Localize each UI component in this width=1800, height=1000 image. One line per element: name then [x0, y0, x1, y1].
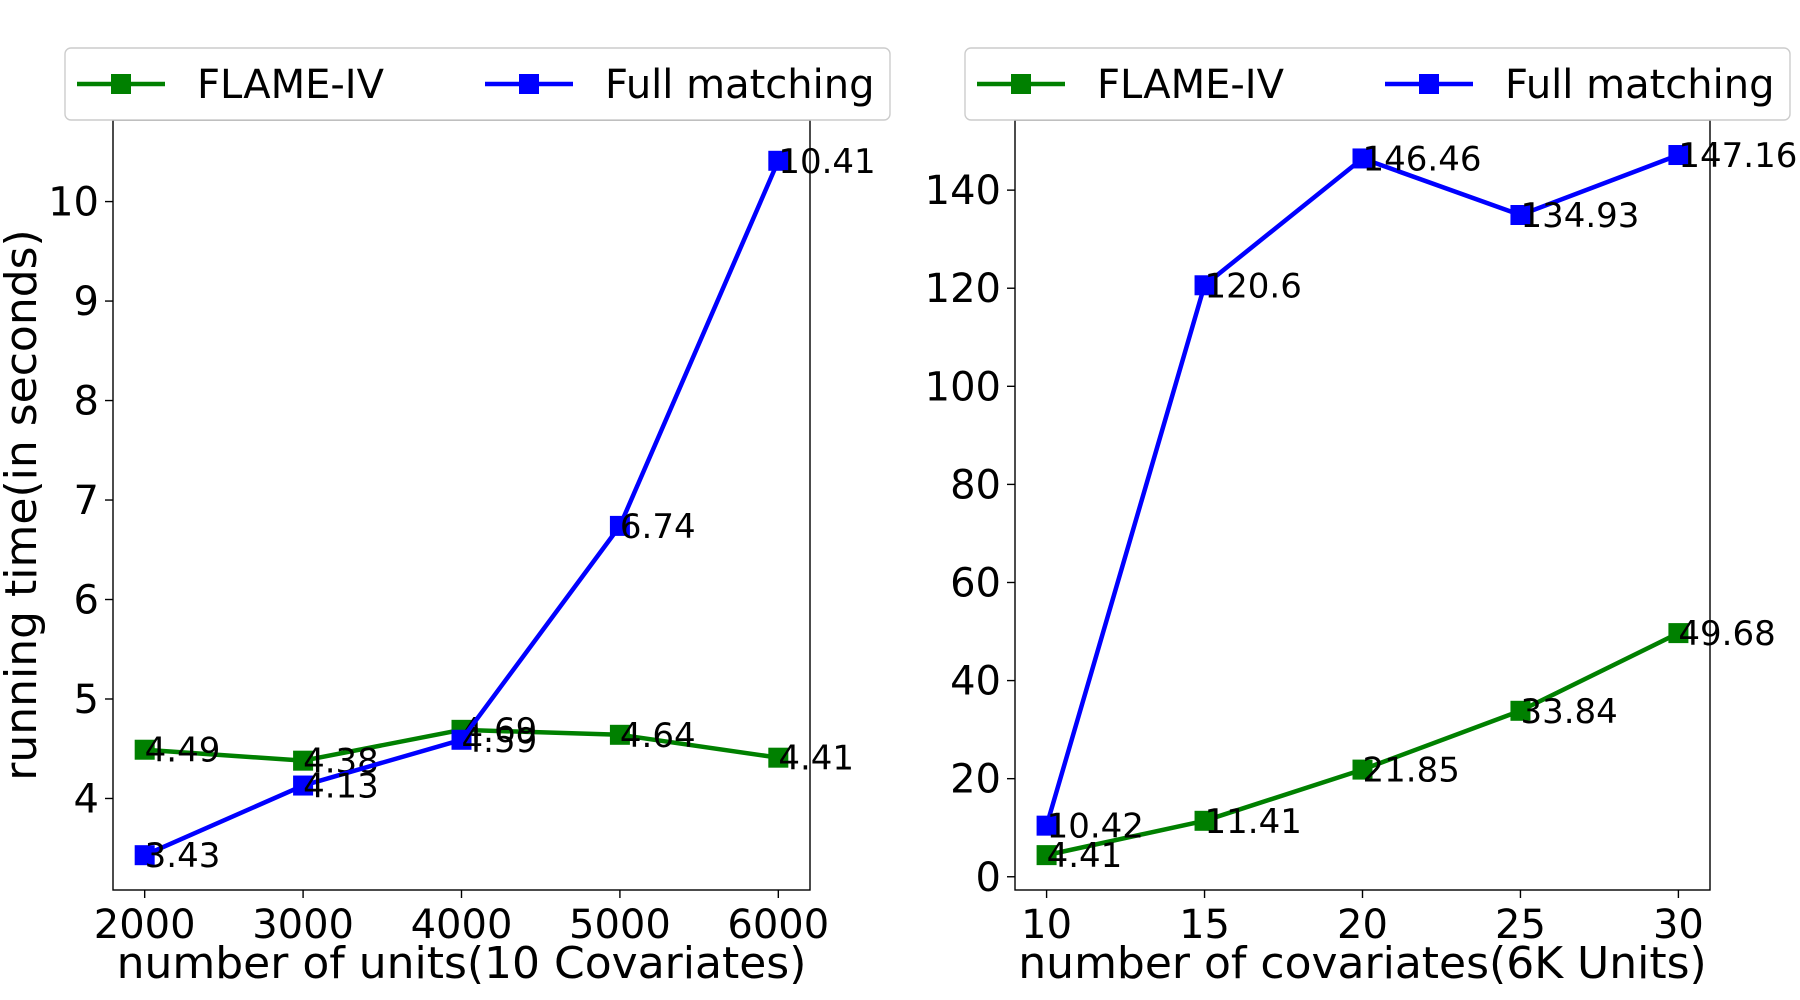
flame-iv-legend-swatch-marker	[1011, 74, 1031, 94]
y-tick-label: 6	[74, 578, 99, 624]
x-axis-label: number of units(10 Covariates)	[117, 938, 807, 989]
full-matching-point	[1510, 204, 1531, 225]
x-tick-label: 2000	[94, 902, 196, 948]
full-matching-data-label: 6.74	[620, 507, 696, 547]
full-matching-data-label: 147.16	[1678, 136, 1797, 176]
flame-iv-point	[1352, 759, 1373, 780]
flame-iv-point	[134, 739, 155, 760]
flame-iv-point	[1194, 810, 1215, 831]
full-matching-point	[1668, 145, 1689, 166]
y-tick-label: 40	[950, 659, 1001, 705]
x-tick-label: 6000	[727, 902, 829, 948]
x-axis-label: number of covariates(6K Units)	[1018, 938, 1706, 989]
right-chart-panel: 10 15 20 25 30 0 20 40 60 80 100 120 140 number of co…	[925, 47, 1797, 989]
x-tick-label: 10	[1021, 902, 1072, 948]
full-matching-legend-swatch-marker	[1419, 74, 1439, 94]
x-tick-label: 20	[1337, 902, 1388, 948]
y-axis-label: running time(in seconds)	[0, 229, 47, 780]
full-matching-data-label: 3.43	[145, 836, 221, 876]
y-tick-label: 120	[925, 266, 1001, 312]
y-tick-label: 8	[74, 379, 99, 425]
y-tick-label: 100	[925, 364, 1001, 410]
full-matching-point	[134, 845, 155, 866]
legend-box	[64, 47, 891, 121]
flame-iv-point	[609, 724, 630, 745]
y-tick-label: 80	[950, 462, 1001, 508]
flame-iv-data-label: 4.41	[1047, 836, 1123, 876]
flame-iv-data-label: 11.41	[1205, 802, 1302, 842]
flame-iv-point	[768, 747, 789, 768]
y-tick-label: 20	[950, 757, 1001, 803]
full-matching-point	[451, 729, 472, 750]
y-tick-label: 7	[74, 478, 99, 524]
flame-iv-point	[1510, 700, 1531, 721]
flame-iv-legend-swatch-marker	[111, 74, 131, 94]
full-matching-legend-label: Full matching	[605, 62, 874, 108]
flame-iv-data-label: 4.49	[145, 731, 221, 771]
y-tick-label: 0	[976, 855, 1001, 901]
x-tick-label: 4000	[411, 902, 513, 948]
flame-iv-legend-label: FLAME-IV	[1097, 62, 1285, 108]
y-tick-label: 9	[74, 279, 99, 325]
y-tick-label: 4	[74, 776, 99, 822]
full-matching-point	[1036, 815, 1057, 836]
full-matching-data-label: 120.6	[1205, 266, 1302, 306]
flame-iv-point	[1036, 845, 1057, 866]
y-tick-label: 60	[950, 560, 1001, 606]
full-matching-legend-label: Full matching	[1505, 62, 1774, 108]
full-matching-data-label: 4.59	[462, 721, 538, 761]
legend: FLAME-IV Full matching	[964, 47, 1791, 121]
full-matching-data-label: 10.42	[1047, 807, 1144, 847]
x-tick-label: 3000	[252, 902, 354, 948]
full-matching-legend-swatch-marker	[519, 74, 539, 94]
flame-iv-legend-label: FLAME-IV	[197, 62, 385, 108]
y-tick-label: 10	[48, 180, 99, 226]
x-tick-label: 15	[1179, 902, 1230, 948]
full-matching-point	[293, 775, 314, 796]
legend: FLAME-IV Full matching	[64, 47, 891, 121]
left-chart-panel: 2000 3000 4000 5000 6000 4 5 6 7 8 9 10 number of un…	[0, 47, 891, 989]
full-matching-data-label: 146.46	[1363, 139, 1482, 179]
full-matching-point	[1352, 148, 1373, 169]
x-tick-label: 25	[1495, 902, 1546, 948]
flame-iv-data-label: 49.68	[1678, 614, 1775, 654]
flame-iv-data-label: 4.41	[778, 739, 854, 779]
x-tick-label: 5000	[569, 902, 671, 948]
flame-iv-data-label: 4.64	[620, 716, 696, 756]
full-matching-data-label: 10.41	[778, 142, 875, 182]
full-matching-point	[768, 150, 789, 171]
legend-box	[964, 47, 1791, 121]
full-matching-data-label: 4.13	[303, 767, 379, 807]
full-matching-point	[1194, 275, 1215, 296]
flame-iv-data-label: 4.69	[462, 711, 538, 751]
full-matching-point	[609, 515, 630, 536]
full-matching-data-label: 134.93	[1520, 196, 1639, 236]
flame-iv-data-label: 21.85	[1363, 751, 1460, 791]
flame-iv-point	[1668, 623, 1689, 644]
flame-iv-data-label: 33.84	[1520, 692, 1617, 732]
plot-frame	[112, 119, 811, 891]
x-tick-label: 30	[1653, 902, 1704, 948]
flame-iv-point	[293, 750, 314, 771]
y-tick-label: 140	[925, 168, 1001, 214]
y-tick-label: 5	[74, 677, 99, 723]
